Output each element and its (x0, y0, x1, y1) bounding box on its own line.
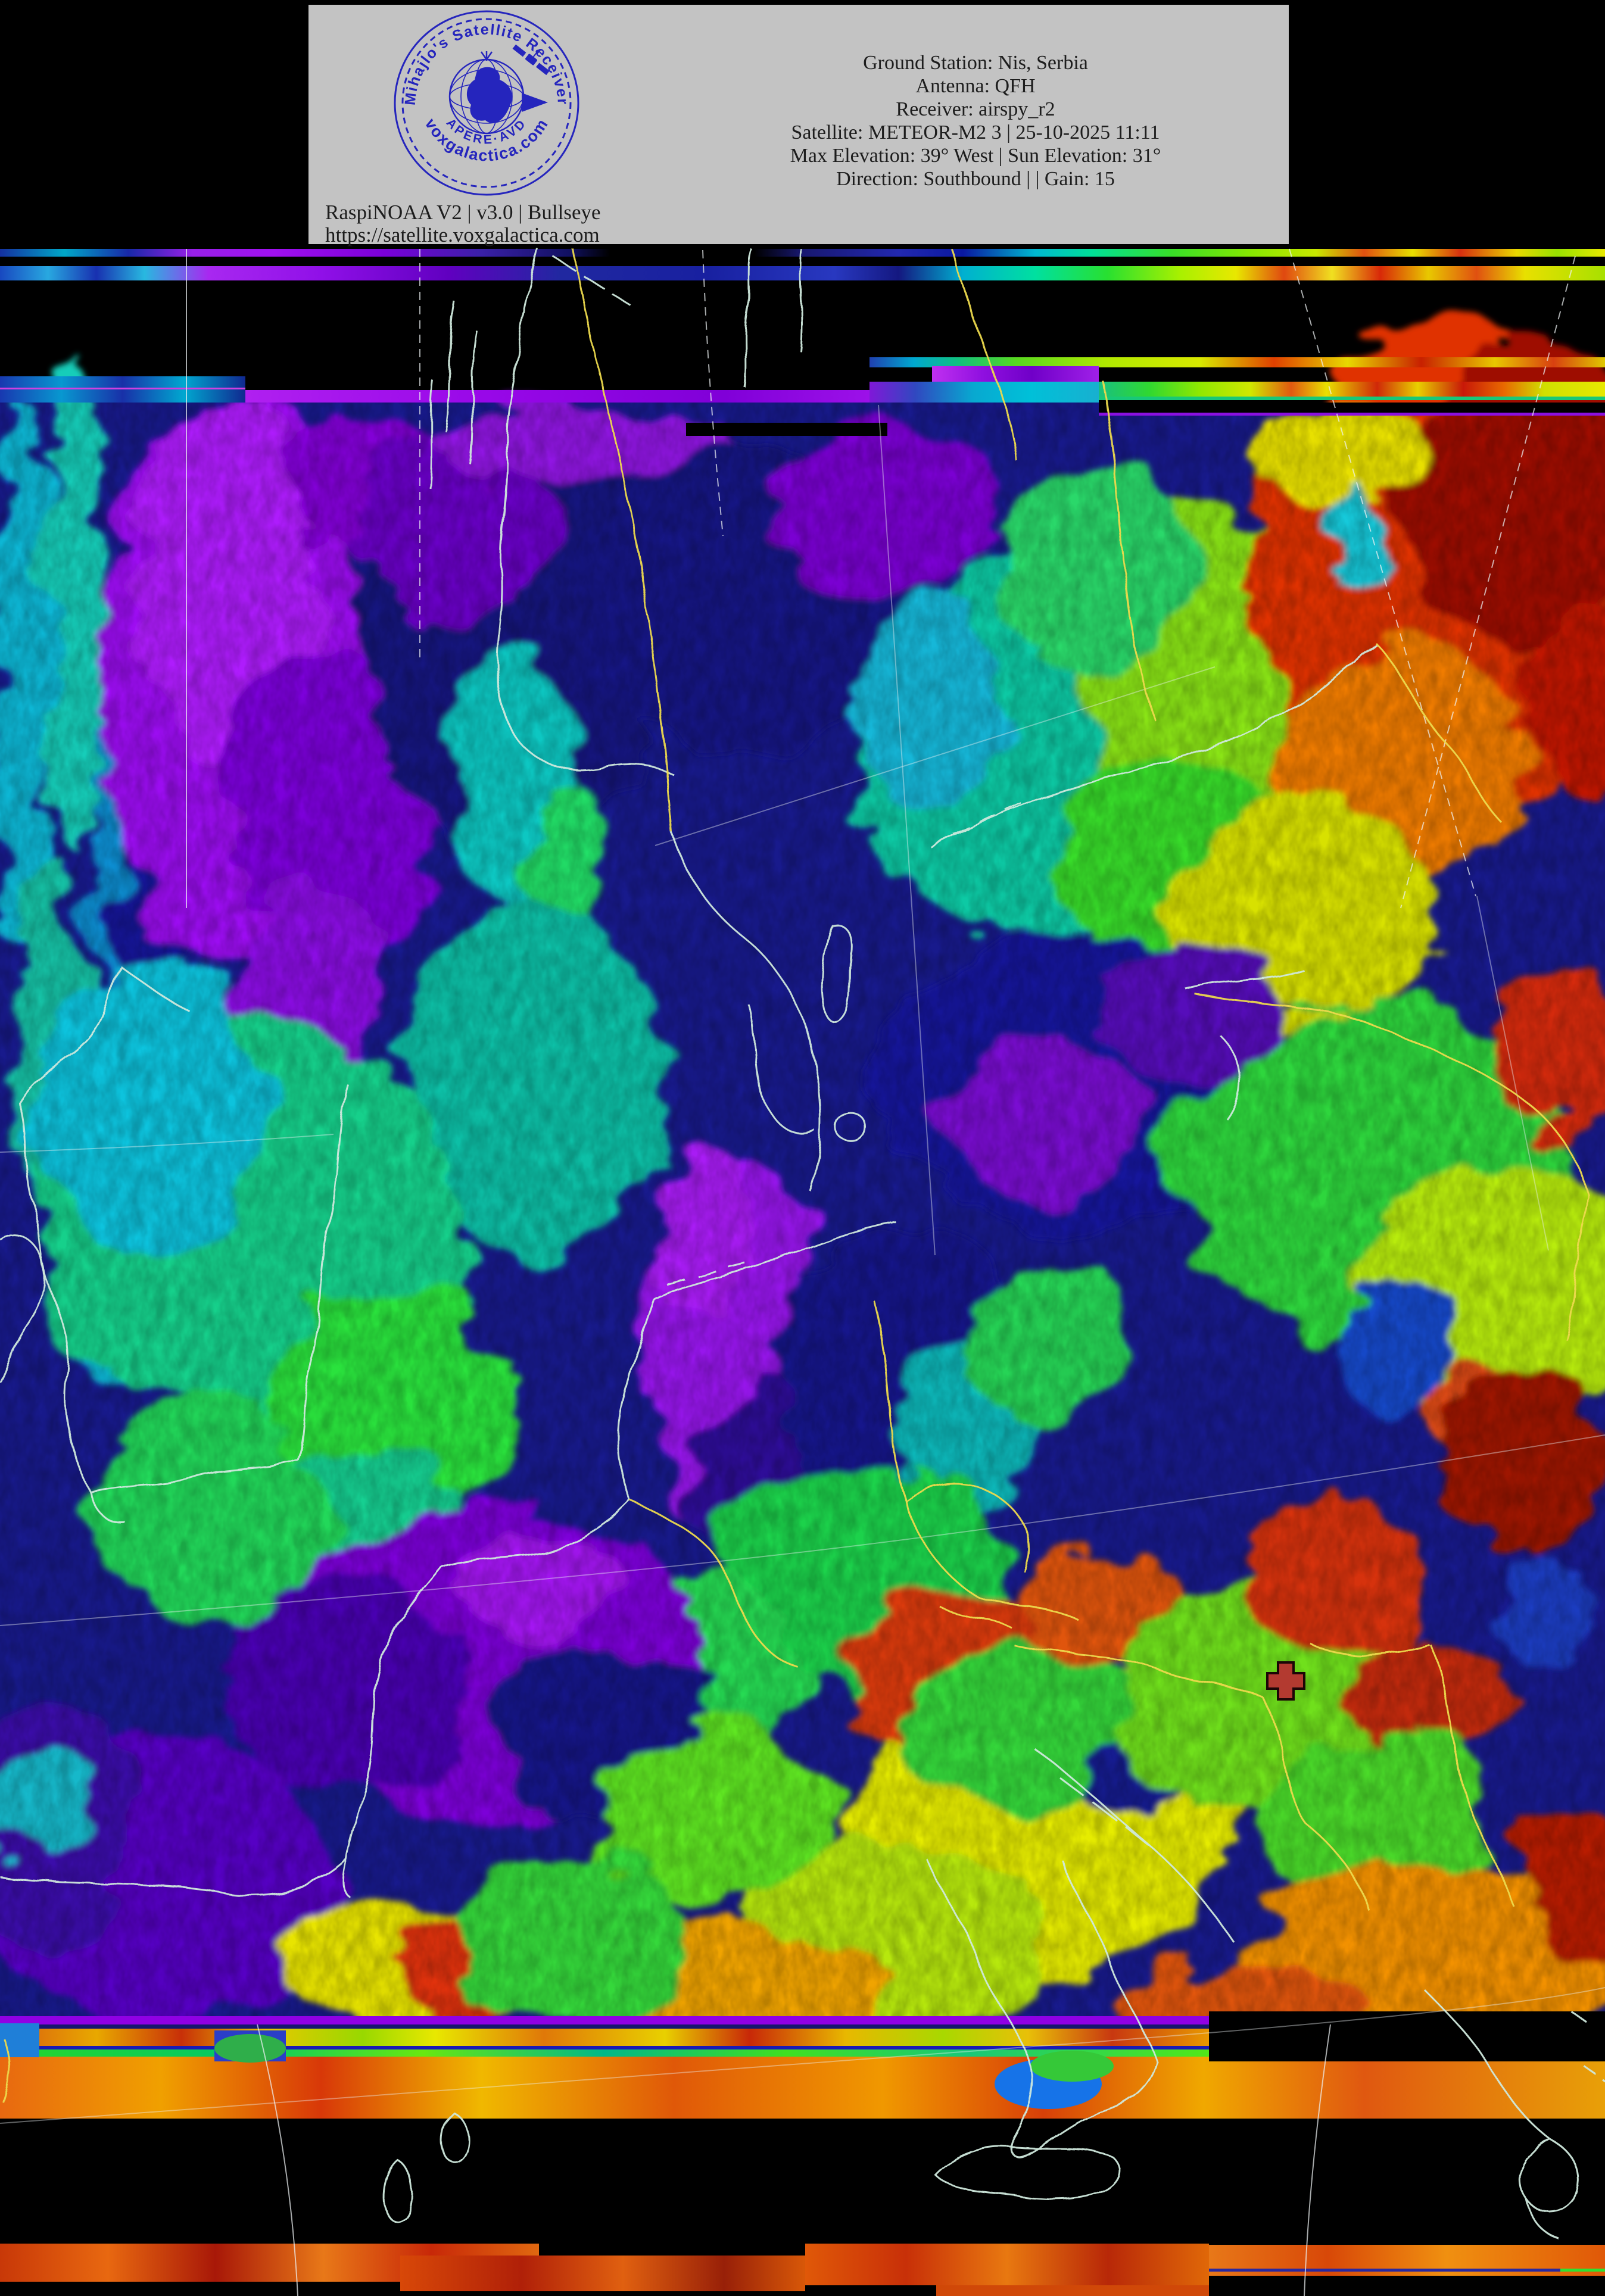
glitch-stripe-3 (869, 357, 1605, 367)
glitch-purple-block (932, 366, 1099, 382)
software-info: RaspiNOAA V2 | v3.0 | Bullseye https://s… (325, 201, 706, 247)
country-border-overlay (2, 248, 1591, 2104)
glitch-cyan-band (869, 382, 1099, 403)
globe-icon (448, 51, 525, 135)
stamp-inner-ring (401, 18, 572, 188)
glitch-magenta-band (245, 390, 929, 403)
dropout-band-bottom (0, 2119, 1605, 2244)
website-line: https://satellite.voxgalactica.com (325, 223, 600, 247)
info-line-ground-station: Ground Station: Nis, Serbia (863, 52, 1088, 74)
glitch-blue-line (0, 2046, 1209, 2049)
info-line-direction: Direction: Southbound | | Gain: 15 (836, 168, 1115, 190)
bottom-strips (0, 2244, 1605, 2296)
satellite-icon (512, 44, 550, 76)
stamp-outer-ring (394, 10, 579, 196)
info-line-elevation: Max Elevation: 39° West | Sun Elevation:… (790, 145, 1161, 167)
info-panel: Mihajlo's Satellite Receiver voxgalactic… (308, 5, 1289, 247)
pass-info: Ground Station: Nis, Serbia Antenna: QFH… (654, 51, 1297, 191)
coastline-overlay (0, 248, 1605, 2240)
info-line-receiver: Receiver: airspy_r2 (896, 98, 1055, 120)
glitch-mirror-band (0, 2029, 1209, 2046)
field-black-notches (686, 403, 1605, 436)
ground-station-marker-icon (1266, 1661, 1305, 1701)
glitch-purple-line (0, 2016, 1209, 2024)
info-line-satellite: Satellite: METEOR-M2 3 | 25-10-2025 11:1… (791, 121, 1160, 144)
station-logo-stamp: Mihajlo's Satellite Receiver voxgalactic… (391, 7, 579, 196)
noise-texture (0, 403, 1605, 2016)
graticule-overlay (0, 248, 1605, 2296)
software-version-line: RaspiNOAA V2 | v3.0 | Bullseye (325, 201, 601, 224)
glitch-stripe-1 (0, 249, 1605, 257)
glitch-green-line (0, 2049, 1209, 2057)
glitch-zone-bottom (0, 2011, 1605, 2119)
mediterranean-band (0, 2057, 1605, 2119)
glitch-zone-top (0, 249, 1605, 403)
info-line-antenna: Antenna: QFH (915, 75, 1036, 97)
beam-icon (522, 93, 548, 112)
glitch-stripe-2 (0, 266, 1605, 280)
dropout-rect-right (1209, 2011, 1605, 2061)
